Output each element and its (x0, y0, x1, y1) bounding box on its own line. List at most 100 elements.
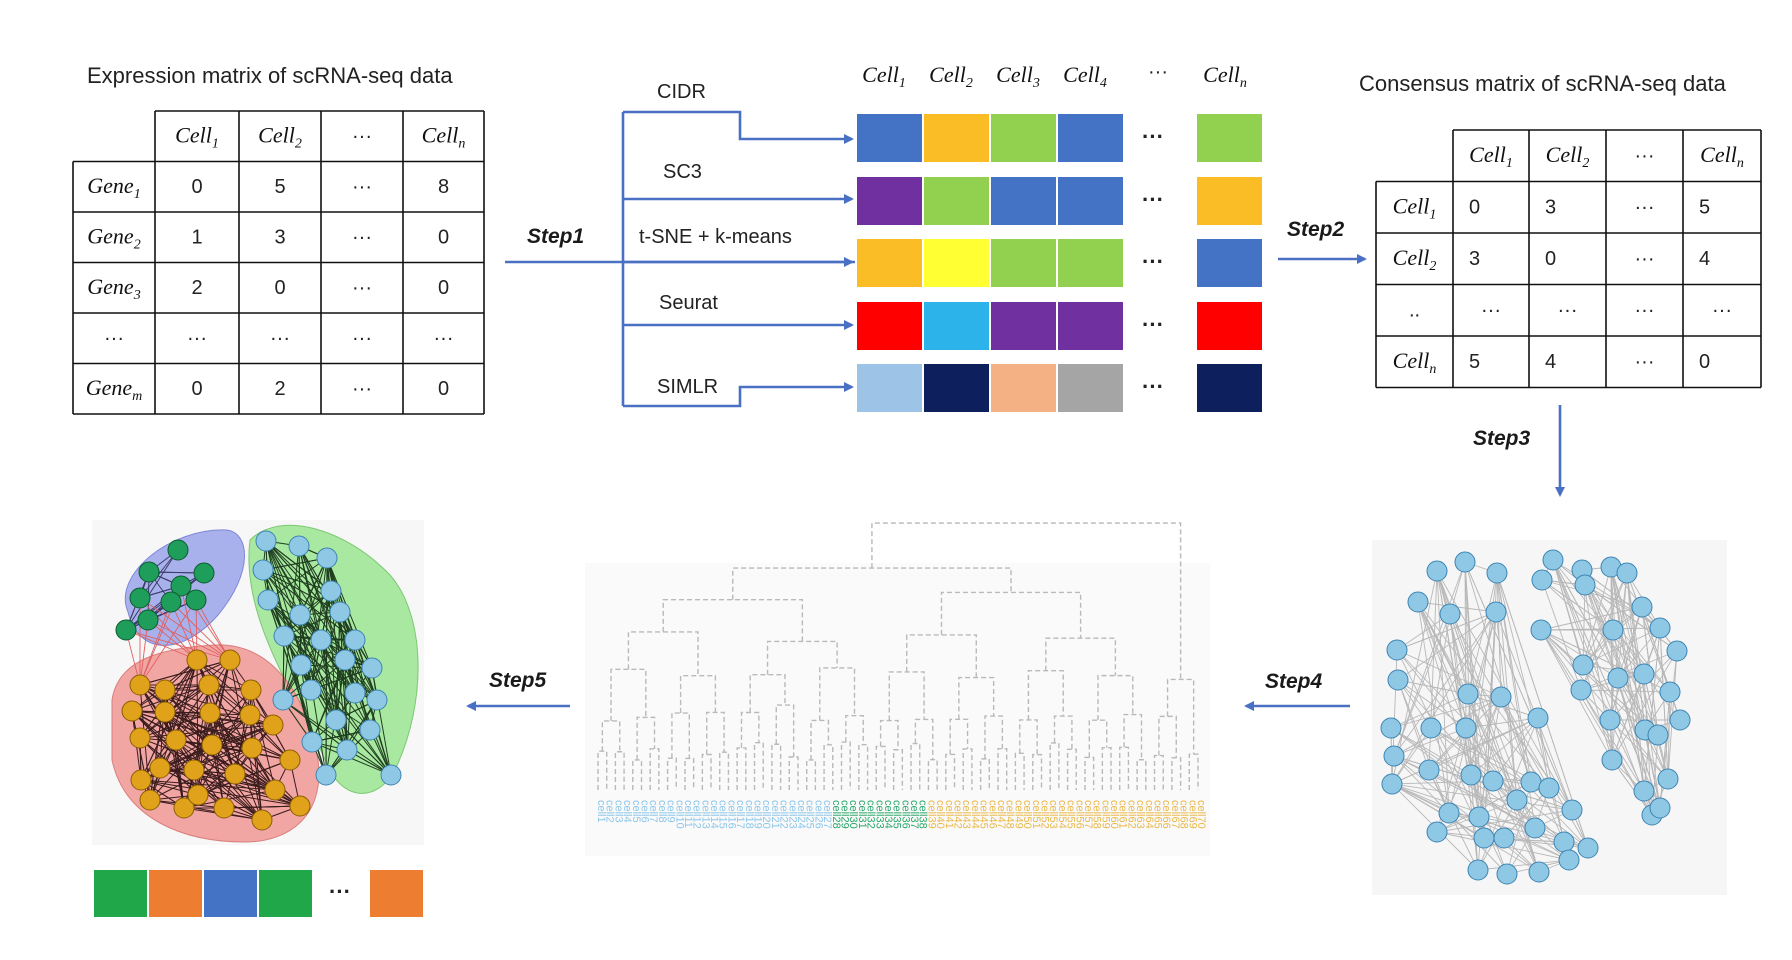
network-edge (1417, 601, 1573, 811)
dendrogram-leaf: cell49 (1012, 800, 1024, 829)
cluster-node-blue (290, 654, 312, 676)
dendrogram-link (614, 751, 625, 790)
expression-matrix-cells: Cell1 Cell2 ··· Celln Gene1 0 5 ··· 8 Gene2 1 3 ··· 0… (86, 122, 466, 404)
dendrogram-leaf: cell57 (1082, 800, 1094, 829)
network-edge (1540, 629, 1646, 731)
dendrogram-leaf: cell30 (847, 800, 859, 829)
network-edge (1390, 693, 1469, 729)
network-edge (1470, 774, 1508, 875)
cluster-node-blue (288, 535, 310, 557)
cluster-color-cell (991, 302, 1056, 350)
expr-cell: ··· (187, 327, 207, 349)
network-edge (1500, 696, 1532, 783)
dendrogram-link (705, 711, 725, 755)
network-node (1633, 663, 1655, 685)
dendrogram-link (962, 748, 973, 790)
dendrogram-leaf: cell41 (943, 800, 955, 829)
dendrogram-branches (597, 522, 1199, 790)
cluster-edge (139, 737, 276, 791)
cluster-node-blue (301, 731, 323, 753)
cluster-edge (310, 689, 371, 731)
inter-cluster-edge (139, 601, 172, 686)
dendrogram-link (1014, 752, 1025, 790)
network-edge (1467, 693, 1550, 789)
step3-label: Step3 (1473, 427, 1531, 450)
network-node (1455, 717, 1477, 739)
dendrogram-link (788, 756, 799, 790)
expression-matrix-title: Expression matrix of scRNA-seq data (87, 63, 453, 88)
dendrogram-link (945, 753, 956, 790)
network-edge (1396, 649, 1502, 698)
cluster-edge (193, 724, 274, 771)
cluster-edge (175, 739, 263, 821)
network-edge (1464, 561, 1532, 783)
network-node (1460, 764, 1482, 786)
network-nodes (1380, 549, 1691, 885)
network-node (1426, 560, 1448, 582)
expr-row-header: Gene2 (87, 223, 140, 252)
cluster-node-blue (329, 601, 351, 623)
cluster-color-cell (857, 239, 922, 287)
cons-cell: 0 (1469, 196, 1480, 218)
dendrogram-leaf: cell40 (934, 800, 946, 829)
inter-cluster-edge (170, 601, 231, 661)
network-node (1558, 849, 1580, 871)
network-edge (1584, 584, 1661, 629)
cluster-color-cell (924, 302, 989, 350)
expr-col-header: Cell1 (175, 122, 219, 151)
network-edge (1541, 579, 1582, 691)
network-edge (1626, 572, 1645, 792)
dendrogram-leaf: cell43 (960, 800, 972, 829)
cluster-edge (139, 659, 231, 686)
network-edge (1516, 799, 1540, 873)
cluster-node-orange (219, 649, 241, 671)
network-edge (1391, 727, 1432, 785)
cons-cell: 3 (1469, 248, 1480, 270)
dendrogram-leaf: cell62 (1125, 800, 1137, 829)
grid-row-ellipsis: ··· (1142, 312, 1164, 337)
network-edge (1397, 611, 1497, 681)
network-edge (1391, 783, 1573, 811)
network-edge (1436, 570, 1450, 814)
cluster-edge (320, 639, 371, 731)
network-edge (1609, 572, 1628, 721)
cluster-node-green (170, 575, 192, 597)
cluster-edge (300, 664, 348, 751)
cluster-node-blue (252, 559, 274, 581)
network-edge (1393, 755, 1536, 829)
cell-similarity-network (1372, 540, 1727, 895)
dendrogram-link (1097, 674, 1134, 721)
expr-cell: 0 (191, 378, 202, 400)
cluster-color-cell (1197, 239, 1262, 287)
inter-cluster-edge (147, 619, 231, 661)
network-edge (1397, 679, 1430, 771)
network-edge (1580, 689, 1645, 792)
expr-cell: 0 (274, 277, 285, 299)
cluster-edge (298, 545, 301, 616)
cluster-node-orange (121, 700, 143, 722)
cluster-edge (208, 684, 276, 791)
cluster-node-blue (315, 764, 337, 786)
dendrogram-leaf: cell12 (691, 800, 703, 829)
network-edge (1449, 613, 1479, 871)
expr-cell: 2 (191, 277, 202, 299)
cluster-edge (262, 569, 332, 592)
expr-cell: ··· (270, 327, 290, 349)
cluster-node-orange (165, 729, 187, 751)
network-edge (1503, 787, 1550, 839)
grid-row-ellipsis: ··· (1142, 249, 1164, 274)
dendrogram-leaf: cell6 (638, 800, 650, 823)
network-node (1454, 551, 1476, 573)
expression-matrix-grid (72, 110, 485, 415)
network-edge (1417, 601, 1467, 729)
network-node (1482, 770, 1504, 792)
cons-cell: ··· (1635, 196, 1655, 218)
dendrogram-link (679, 675, 717, 714)
cluster-node-blue (366, 689, 388, 711)
network-edge (1393, 755, 1540, 873)
inter-cluster-edge (139, 597, 231, 661)
cluster-node-green (138, 561, 160, 583)
consensus-matrix-title: Consensus matrix of scRNA-seq data (1359, 71, 1727, 96)
dendrogram-leaf: cell4 (621, 800, 633, 823)
cluster-node-orange (289, 795, 311, 817)
